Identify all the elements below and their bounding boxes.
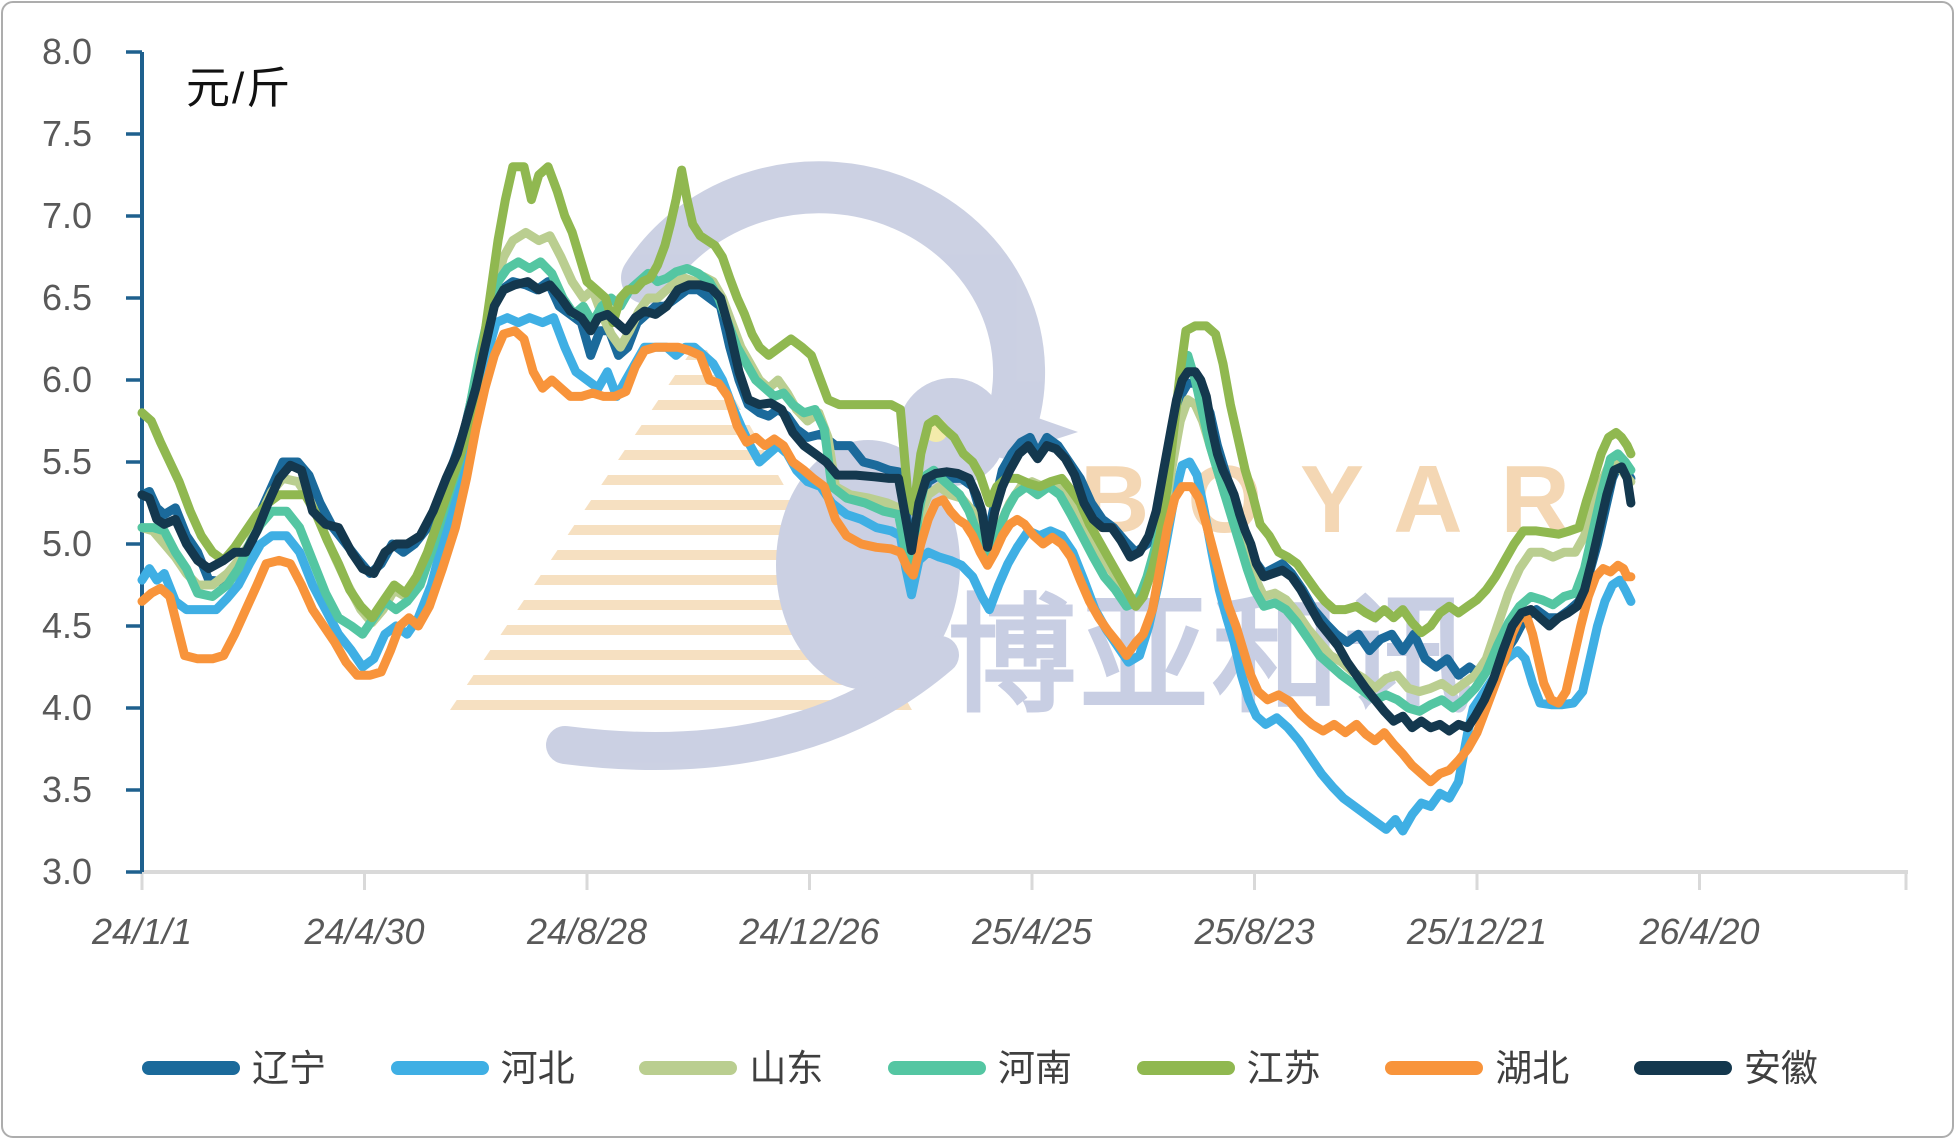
y-axis-label: 3.0 xyxy=(42,851,92,892)
unit-label: 元/斤 xyxy=(186,64,293,113)
stripe xyxy=(450,450,912,460)
legend-label-hubei: 湖北 xyxy=(1495,1047,1570,1089)
legend-label-liaoning: 辽宁 xyxy=(252,1047,326,1089)
x-axis-label: 24/8/28 xyxy=(526,911,647,952)
legend-label-jiangsu: 江苏 xyxy=(1246,1047,1321,1089)
legend-label-hebei: 河北 xyxy=(500,1047,575,1089)
legend-item-jiangsu: 江苏 xyxy=(1136,1047,1321,1089)
bird-wing-arc xyxy=(621,161,1046,459)
x-axis-label: 26/4/20 xyxy=(1638,911,1759,952)
legend-label-shandong: 山东 xyxy=(749,1047,824,1089)
x-axis-label: 25/8/23 xyxy=(1193,911,1314,952)
legend-swatch-liaoning xyxy=(142,1061,240,1075)
series-lines xyxy=(137,162,1636,836)
legend-item-shandong: 山东 xyxy=(639,1050,823,1087)
y-axis-label: 5.5 xyxy=(42,441,92,482)
series-line-anhui xyxy=(137,277,1636,736)
axes: 8.0 7.5 7.0 6.5 6.0 5.5 5.0 4.5 4.0 3.5 3.0 24/1/1 2… xyxy=(42,31,1908,952)
legend-swatch-jiangsu xyxy=(1136,1061,1235,1075)
stripe xyxy=(450,475,912,485)
x-axis-label: 24/4/30 xyxy=(303,911,424,952)
stripe xyxy=(450,525,912,535)
legend-swatch-hubei xyxy=(1385,1061,1484,1075)
legend-item-hubei: 湖北 xyxy=(1385,1050,1569,1087)
stripe xyxy=(450,575,912,585)
legend-label-anhui: 安徽 xyxy=(1743,1047,1818,1089)
legend-swatch-shandong xyxy=(639,1061,738,1075)
y-axis-label: 7.0 xyxy=(42,195,92,236)
stripe xyxy=(450,700,912,710)
x-axis-label: 24/1/1 xyxy=(91,911,192,952)
legend-swatch-henan xyxy=(887,1061,986,1075)
stripe xyxy=(450,675,912,685)
stripe xyxy=(450,400,912,410)
series-line-jiangsu xyxy=(137,162,1636,638)
legend-item-liaoning: 辽宁 xyxy=(142,1050,326,1087)
x-axis-label: 25/4/25 xyxy=(971,911,1093,952)
stripe xyxy=(450,500,912,510)
y-axis-label: 3.5 xyxy=(42,769,92,810)
stripe xyxy=(450,550,912,560)
legend-swatch-anhui xyxy=(1633,1061,1732,1075)
legend-item-henan: 河南 xyxy=(887,1047,1072,1089)
y-axis-label: 6.5 xyxy=(42,277,92,318)
y-axis-label: 5.0 xyxy=(42,523,92,564)
stripe xyxy=(450,600,912,610)
y-axis-label: 6.0 xyxy=(42,359,92,400)
stripe xyxy=(450,375,912,385)
legend-label-henan: 河南 xyxy=(997,1047,1072,1089)
y-axis-label: 4.5 xyxy=(42,605,92,646)
stripe xyxy=(450,425,912,435)
stripe xyxy=(450,625,912,635)
y-axis-label: 8.0 xyxy=(42,31,92,72)
legend: 辽宁 河北 山东 河南 江苏 湖北 安徽 xyxy=(142,1042,1818,1094)
series-line-hubei xyxy=(137,326,1636,787)
legend-swatch-hebei xyxy=(390,1061,489,1075)
legend-item-anhui: 安徽 xyxy=(1633,1047,1818,1089)
stripe xyxy=(450,650,912,660)
y-axis-label: 4.0 xyxy=(42,687,92,728)
bird-tail-swoosh xyxy=(546,636,959,770)
x-axis-label: 24/12/26 xyxy=(738,911,880,952)
x-axis-label: 25/12/21 xyxy=(1406,911,1547,952)
legend-item-hebei: 河北 xyxy=(390,1047,575,1089)
series-line-hebei xyxy=(137,313,1636,836)
watermark-text-cn: 博亚和讯 xyxy=(948,585,1476,728)
watermark-stripes xyxy=(450,350,912,710)
y-axis-label: 7.5 xyxy=(42,113,92,154)
